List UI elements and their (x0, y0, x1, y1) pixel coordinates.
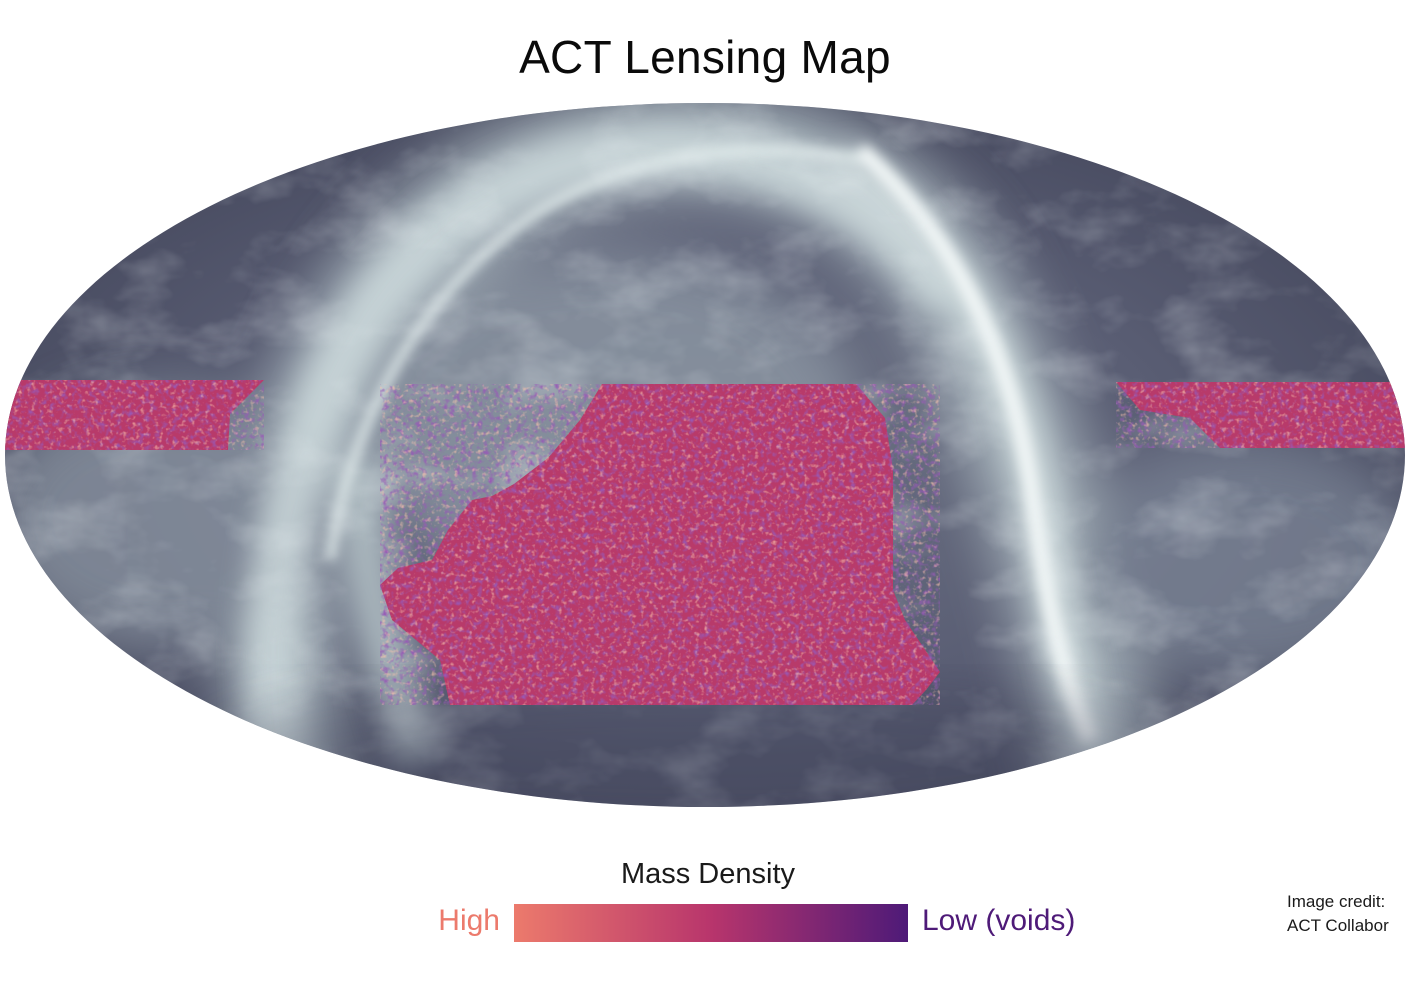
legend-high-label: High (438, 904, 500, 937)
map-title: ACT Lensing Map (519, 31, 891, 83)
lensing-patch-center (380, 384, 940, 705)
legend-low-label: Low (voids) (922, 904, 1076, 937)
lensing-patch-left (5, 380, 264, 450)
credit-line-1: Image credit: (1287, 892, 1386, 911)
credit-line-2: ACT Collabor (1287, 916, 1389, 935)
legend-title: Mass Density (620, 858, 796, 890)
lensing-patch-right (1116, 382, 1405, 448)
legend-colorbar (514, 904, 908, 942)
image-credit: Image credit: ACT Collabor (1287, 890, 1389, 938)
